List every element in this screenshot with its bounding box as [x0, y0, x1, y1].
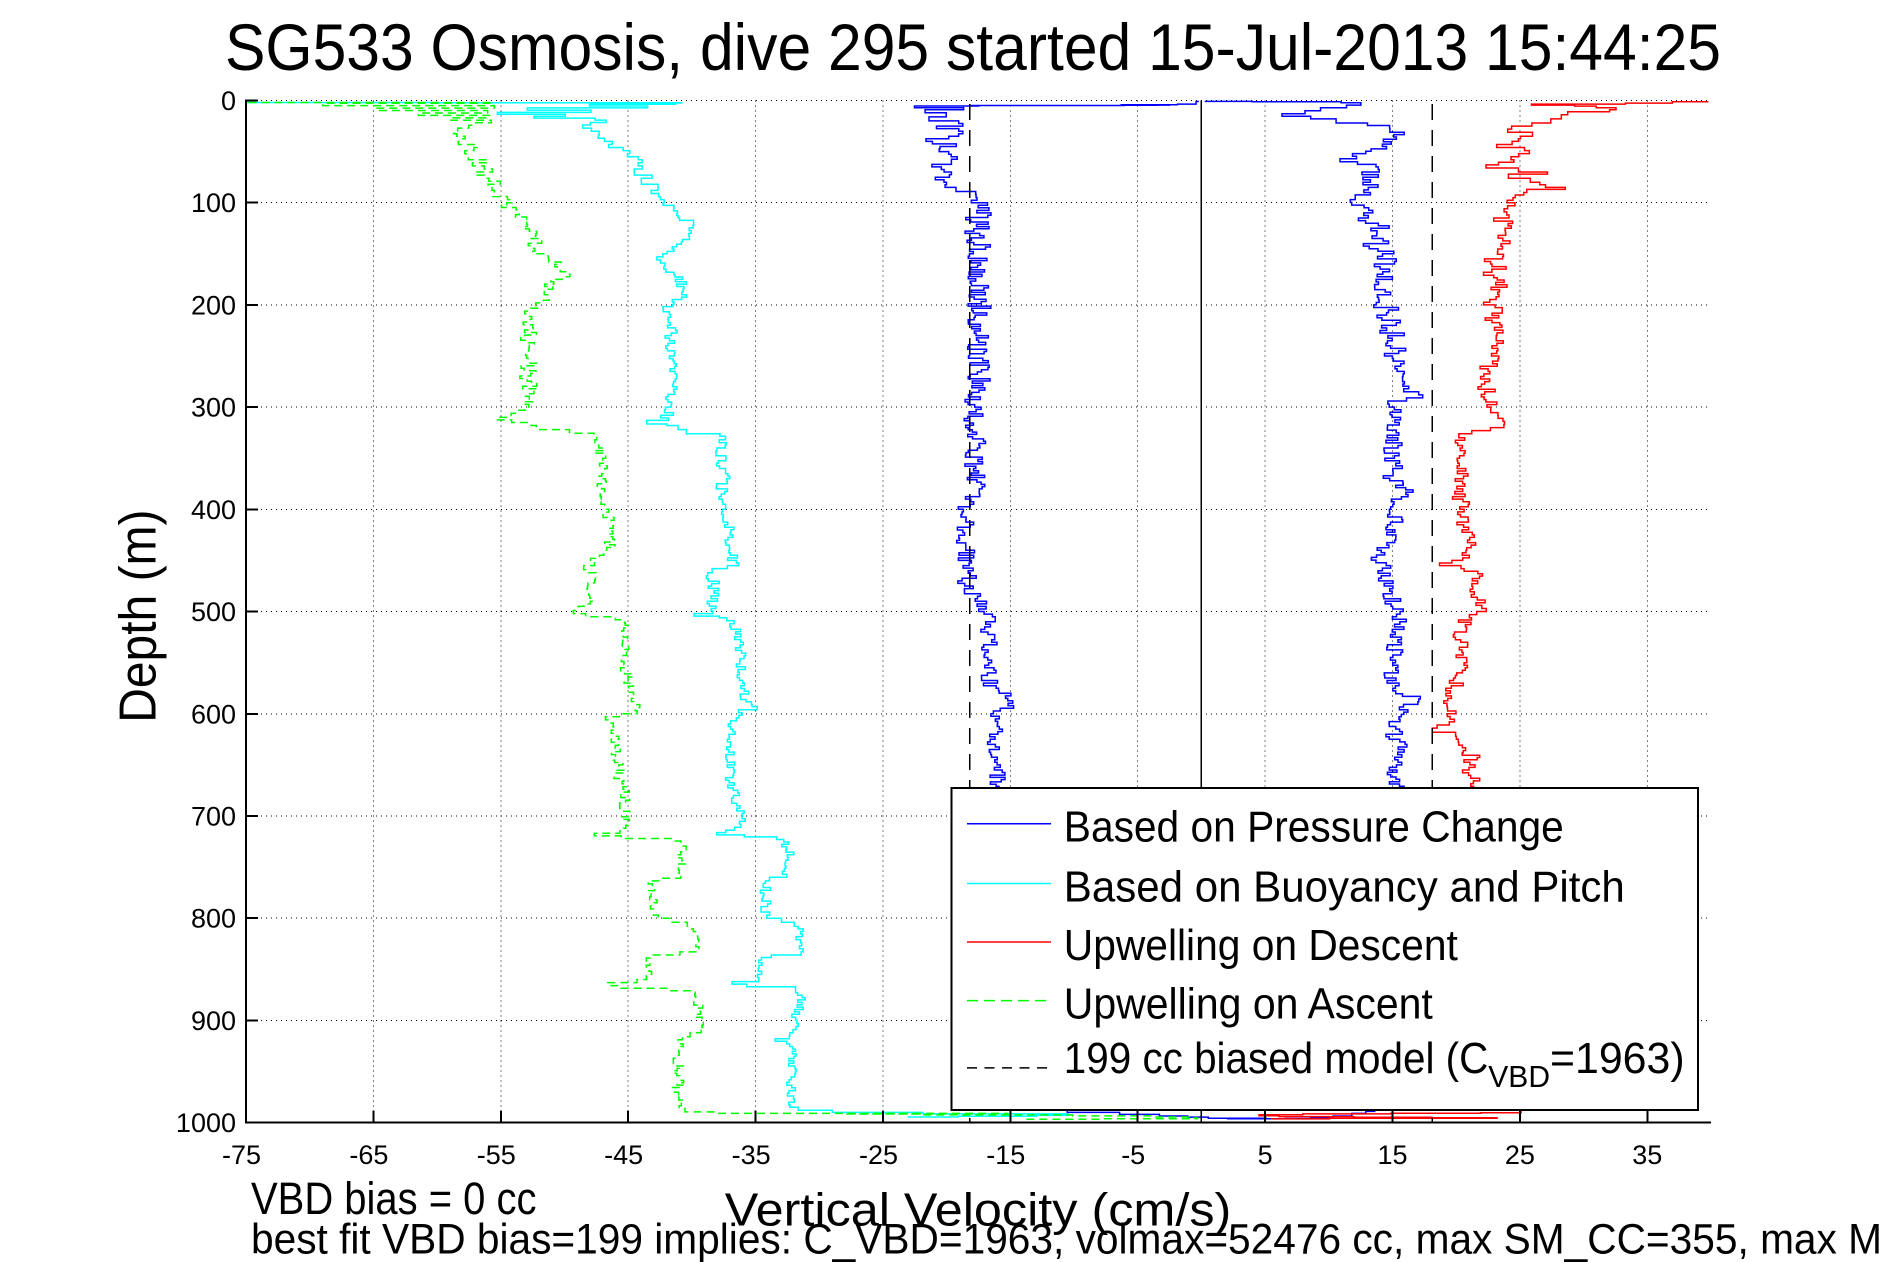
svg-text:Vertical Velocity (cm/s): Vertical Velocity (cm/s) — [725, 1184, 1232, 1236]
svg-text:-45: -45 — [604, 1140, 643, 1170]
svg-text:15: 15 — [1377, 1140, 1407, 1170]
svg-text:-65: -65 — [349, 1140, 388, 1170]
svg-text:400: 400 — [191, 495, 236, 525]
svg-text:199 cc biased model (C: 199 cc biased model (C — [1064, 1034, 1489, 1083]
svg-text:Upwelling on Ascent: Upwelling on Ascent — [1064, 979, 1433, 1028]
svg-text:VBD: VBD — [1488, 1059, 1550, 1094]
svg-text:Based on Pressure Change: Based on Pressure Change — [1064, 803, 1564, 852]
svg-text:600: 600 — [191, 699, 236, 729]
svg-text:200: 200 — [191, 290, 236, 320]
svg-text:700: 700 — [191, 802, 236, 832]
svg-text:300: 300 — [191, 393, 236, 423]
svg-text:-25: -25 — [859, 1140, 898, 1170]
svg-text:800: 800 — [191, 904, 236, 934]
svg-text:5: 5 — [1258, 1140, 1273, 1170]
svg-text:-75: -75 — [222, 1140, 261, 1170]
svg-text:-5: -5 — [1121, 1140, 1145, 1170]
svg-text:0: 0 — [221, 86, 236, 116]
svg-text:900: 900 — [191, 1006, 236, 1036]
svg-text:35: 35 — [1632, 1140, 1662, 1170]
svg-text:Based on Buoyancy and Pitch: Based on Buoyancy and Pitch — [1064, 862, 1625, 911]
svg-text:-55: -55 — [477, 1140, 516, 1170]
svg-text:-15: -15 — [986, 1140, 1025, 1170]
svg-text:Depth (m): Depth (m) — [109, 510, 167, 723]
svg-text:25: 25 — [1505, 1140, 1535, 1170]
svg-text:100: 100 — [191, 188, 236, 218]
svg-text:-35: -35 — [732, 1140, 771, 1170]
svg-text:1000: 1000 — [176, 1108, 236, 1138]
svg-text:500: 500 — [191, 597, 236, 627]
svg-text:best fit VBD bias=199 implies:: best fit VBD bias=199 implies: C_VBD=196… — [251, 1215, 1882, 1262]
svg-text:SG533 Osmosis, dive 295 starte: SG533 Osmosis, dive 295 started 15-Jul-2… — [225, 10, 1721, 84]
svg-text:Upwelling on Descent: Upwelling on Descent — [1064, 921, 1458, 970]
svg-text:VBD bias = 0 cc: VBD bias = 0 cc — [251, 1173, 537, 1224]
svg-text:=1963): =1963) — [1550, 1034, 1685, 1083]
